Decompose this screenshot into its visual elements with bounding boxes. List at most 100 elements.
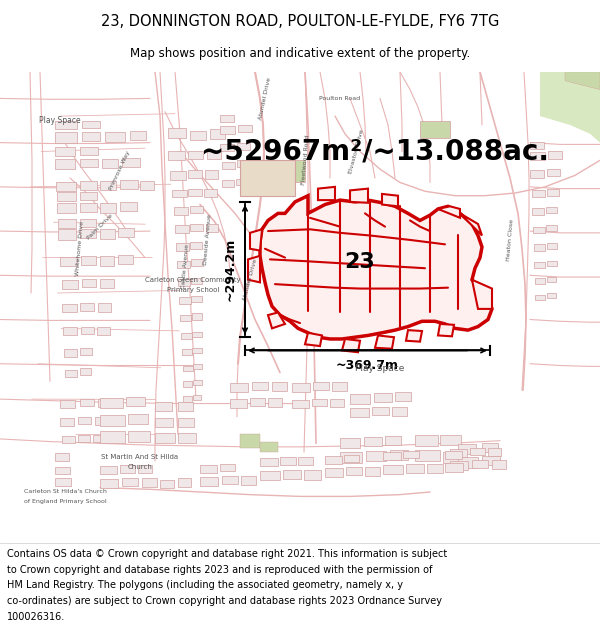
Bar xyxy=(240,161,295,196)
Text: Castle Avenue: Castle Avenue xyxy=(181,244,190,289)
Bar xyxy=(458,444,476,454)
Bar xyxy=(177,261,190,268)
Bar xyxy=(160,479,174,488)
Bar xyxy=(80,302,94,311)
Bar xyxy=(313,382,329,390)
Bar xyxy=(236,179,247,185)
Bar xyxy=(350,408,369,417)
Bar xyxy=(547,242,557,249)
Bar xyxy=(100,479,118,488)
Bar xyxy=(178,432,196,443)
Text: Carleton Green Community: Carleton Green Community xyxy=(145,277,241,282)
Bar xyxy=(530,170,544,178)
Bar xyxy=(78,436,90,442)
Bar xyxy=(190,131,206,140)
Bar xyxy=(210,129,225,139)
Bar xyxy=(80,192,97,200)
Bar xyxy=(535,295,545,300)
Bar xyxy=(238,125,252,132)
Bar xyxy=(120,466,135,472)
Bar xyxy=(182,349,192,355)
Bar xyxy=(191,259,203,266)
Polygon shape xyxy=(342,339,360,352)
Bar xyxy=(364,437,382,446)
Bar xyxy=(230,399,247,408)
Polygon shape xyxy=(565,72,600,89)
Bar xyxy=(100,279,114,288)
Bar xyxy=(340,452,362,462)
Bar xyxy=(220,464,235,471)
Polygon shape xyxy=(350,189,368,202)
Bar xyxy=(532,208,544,215)
Bar xyxy=(97,327,110,334)
Bar xyxy=(532,191,545,198)
Bar xyxy=(340,438,360,448)
Bar xyxy=(180,315,191,321)
Bar xyxy=(118,228,134,238)
Bar xyxy=(193,364,202,369)
Bar xyxy=(534,244,545,251)
Bar xyxy=(205,170,218,179)
Bar xyxy=(547,169,560,176)
Bar xyxy=(128,431,150,442)
Bar xyxy=(174,208,188,215)
Bar xyxy=(415,449,440,461)
Polygon shape xyxy=(406,330,422,342)
Bar xyxy=(241,476,256,485)
Bar xyxy=(63,328,77,336)
Bar xyxy=(365,468,380,476)
Bar xyxy=(191,296,202,302)
Bar xyxy=(80,219,96,227)
Bar xyxy=(220,144,234,151)
Bar xyxy=(222,180,234,187)
Text: Atundel Drive: Atundel Drive xyxy=(258,77,272,120)
Polygon shape xyxy=(268,312,285,328)
Bar xyxy=(78,417,91,424)
Bar xyxy=(272,382,287,391)
Bar xyxy=(100,181,116,191)
Bar xyxy=(546,225,557,231)
Bar xyxy=(190,206,203,213)
Bar xyxy=(440,436,461,445)
Polygon shape xyxy=(260,196,492,339)
Bar xyxy=(130,131,146,140)
Bar xyxy=(420,121,450,138)
Text: Fleetwood Road: Fleetwood Road xyxy=(301,135,311,186)
Bar xyxy=(120,180,138,189)
Bar xyxy=(178,478,191,487)
Bar xyxy=(200,464,217,472)
Bar xyxy=(181,332,192,339)
Bar xyxy=(392,407,407,416)
Bar xyxy=(390,451,408,460)
Bar xyxy=(332,382,347,391)
Bar xyxy=(138,466,152,473)
Bar xyxy=(122,478,138,486)
Bar xyxy=(93,436,105,442)
Bar xyxy=(55,121,77,129)
Bar xyxy=(62,436,75,443)
Bar xyxy=(200,477,218,486)
Bar xyxy=(372,407,389,415)
Bar xyxy=(155,418,173,428)
Bar xyxy=(260,442,278,452)
Bar xyxy=(105,132,125,142)
Bar xyxy=(403,451,419,458)
Bar xyxy=(470,448,485,455)
Bar xyxy=(492,460,506,469)
Bar xyxy=(240,434,260,447)
Bar xyxy=(270,161,305,182)
Bar xyxy=(488,448,501,456)
Bar xyxy=(100,229,115,239)
Bar xyxy=(190,242,202,249)
Bar xyxy=(57,192,76,201)
Bar xyxy=(298,458,313,466)
Bar xyxy=(55,147,75,156)
Bar xyxy=(534,262,545,268)
Bar xyxy=(472,460,488,468)
Text: Deeside Avenue: Deeside Avenue xyxy=(203,214,213,266)
Bar xyxy=(237,161,249,168)
Bar xyxy=(80,181,97,189)
Polygon shape xyxy=(540,72,600,142)
Bar xyxy=(57,202,76,213)
Text: Play Space: Play Space xyxy=(355,364,404,372)
